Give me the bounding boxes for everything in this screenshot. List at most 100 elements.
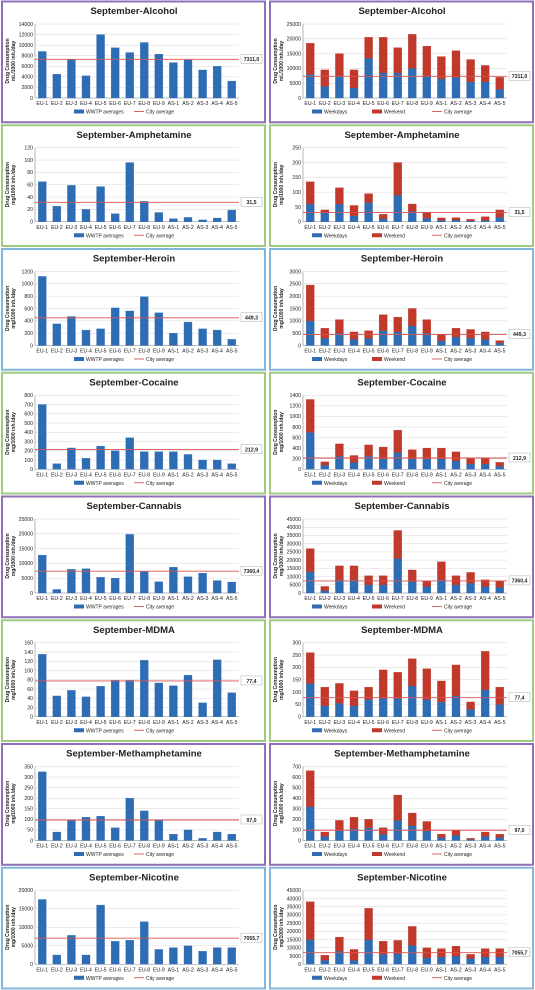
bar-segment xyxy=(335,53,344,76)
y-tick-label: 15000 xyxy=(287,566,302,572)
legend-swatch xyxy=(74,480,84,485)
y-tick-label: 250 xyxy=(292,146,301,152)
bar xyxy=(110,307,120,346)
x-tick-label: AS-3 xyxy=(197,720,209,726)
chart-panel: September-Cannabis Drug Consumption mg/100… xyxy=(1,495,266,619)
x-tick-label: EU-6 xyxy=(377,844,389,850)
x-tick-label: EU-4 xyxy=(348,967,360,973)
bar xyxy=(183,321,193,346)
x-tick-label: EU-6 xyxy=(109,596,121,602)
x-tick-label: AS-2 xyxy=(450,967,462,973)
bar xyxy=(81,457,91,470)
bar-segment xyxy=(437,447,446,459)
y-axis-label: Drug Consumption xyxy=(5,533,11,578)
legend-label: WWTP averages xyxy=(86,233,124,239)
chart-title: September-Methamphetamine xyxy=(66,749,202,760)
x-tick-label: AS-2 xyxy=(182,225,194,231)
x-tick-label: AS-4 xyxy=(479,596,491,602)
x-tick-label: EU-1 xyxy=(36,720,48,726)
x-tick-label: EU-6 xyxy=(377,225,389,231)
bar-segment xyxy=(349,565,359,580)
y-tick-label: 20000 xyxy=(287,558,302,564)
bar xyxy=(67,185,76,222)
bar xyxy=(154,949,164,965)
y-tick-label: 5000 xyxy=(289,583,301,589)
average-label-box xyxy=(508,575,531,586)
bar xyxy=(198,328,207,346)
y-axis-label: Drug Consumption xyxy=(5,905,11,950)
bar xyxy=(38,554,47,594)
y-tick-label: 0 xyxy=(298,343,301,349)
bar-segment xyxy=(378,218,388,222)
chart-panel: September-Cannabis Drug Consumption mg/100… xyxy=(269,495,534,619)
bar-segment xyxy=(466,219,475,222)
legend-label: WWTP averages xyxy=(86,976,124,982)
bar xyxy=(52,695,62,717)
bar-segment xyxy=(349,455,359,463)
bar xyxy=(183,576,193,594)
bar xyxy=(183,674,193,717)
bar-segment xyxy=(306,181,315,205)
legend-swatch xyxy=(312,233,322,238)
bar-segment xyxy=(480,339,490,346)
x-tick-label: EU-9 xyxy=(153,225,165,231)
y-tick-label: 45000 xyxy=(287,888,302,894)
chart-panel: September-Amphetamine Drug Consumption mg/… xyxy=(1,124,266,247)
bar-segment xyxy=(495,217,504,222)
y-axis-unit: mg/1000 inh./day xyxy=(11,659,17,700)
bar-segment xyxy=(451,77,461,99)
x-tick-label: EU-5 xyxy=(363,596,375,602)
legend-swatch xyxy=(312,604,322,609)
x-tick-label: EU-7 xyxy=(392,844,404,850)
bar-segment xyxy=(364,584,373,594)
y-tick-label: 1000 xyxy=(289,319,301,325)
x-tick-label: EU-7 xyxy=(392,472,404,478)
x-tick-label: AS-2 xyxy=(450,225,462,231)
average-label: 7360,4 xyxy=(244,569,260,575)
bar-segment xyxy=(451,695,461,717)
average-label: 212,9 xyxy=(513,456,526,462)
bar xyxy=(227,947,236,965)
bar-segment xyxy=(320,687,330,706)
x-tick-label: AS-2 xyxy=(450,101,462,107)
bar-segment xyxy=(306,399,315,433)
x-tick-label: EU-5 xyxy=(363,844,375,850)
x-tick-label: AS-1 xyxy=(436,720,448,726)
bar xyxy=(154,451,164,470)
y-tick-label: 0 xyxy=(298,962,301,968)
bar-segment xyxy=(349,690,359,706)
x-tick-label: EU-8 xyxy=(406,101,418,107)
bar-segment xyxy=(320,328,330,339)
bar-segment xyxy=(408,945,417,965)
y-tick-label: 12000 xyxy=(19,32,34,38)
x-tick-label: EU-9 xyxy=(153,472,165,478)
bar-segment xyxy=(320,461,330,466)
bar-segment xyxy=(480,220,490,222)
y-tick-label: 10000 xyxy=(19,925,34,931)
bar-segment xyxy=(466,839,475,841)
legend-swatch xyxy=(74,357,84,361)
x-tick-label: EU-1 xyxy=(36,225,48,231)
bar-segment xyxy=(349,462,359,470)
x-tick-label: EU-7 xyxy=(124,101,136,107)
x-tick-label: EU-8 xyxy=(406,844,418,850)
y-axis-label: Drug Consumption xyxy=(273,38,279,83)
x-tick-label: EU-7 xyxy=(392,101,404,107)
x-tick-label: EU-2 xyxy=(51,844,63,850)
bar-segment xyxy=(320,69,330,87)
y-axis-unit: mL/1000 inh./day xyxy=(11,41,17,82)
legend-label: Weekend xyxy=(384,481,405,487)
bar xyxy=(67,820,76,841)
legend-label: City average xyxy=(444,110,472,116)
x-tick-label: EU-7 xyxy=(124,349,136,355)
bar-segment xyxy=(480,65,490,82)
bar-segment xyxy=(451,451,461,461)
bar xyxy=(140,810,149,841)
average-label: 449,3 xyxy=(513,332,526,338)
x-tick-label: EU-6 xyxy=(109,472,121,478)
bar-segment xyxy=(495,704,504,717)
legend-label: City average xyxy=(444,357,472,363)
x-tick-label: AS-3 xyxy=(465,720,477,726)
bar-segment xyxy=(466,337,475,346)
bar xyxy=(154,581,164,594)
